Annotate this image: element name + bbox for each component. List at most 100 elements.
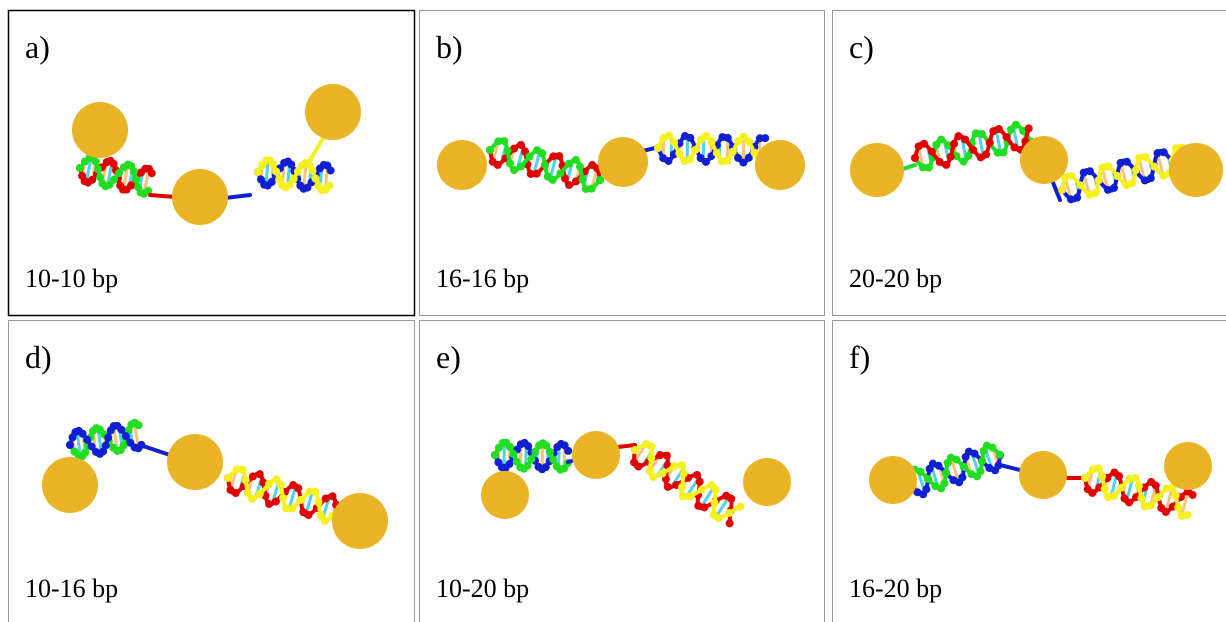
bead: [679, 469, 688, 478]
bead: [243, 489, 252, 498]
bead: [538, 149, 547, 158]
bead: [662, 451, 671, 460]
panel-label: f): [849, 339, 870, 375]
bead: [970, 449, 979, 458]
bead: [1131, 473, 1140, 482]
bead: [525, 152, 534, 161]
bead: [555, 152, 564, 161]
bead: [1135, 154, 1144, 163]
gold-particle: [1020, 136, 1068, 184]
bead: [541, 463, 550, 472]
bead: [647, 442, 656, 451]
bead: [248, 494, 257, 503]
linker: [223, 193, 252, 200]
bead: [1159, 148, 1168, 157]
bead: [1100, 484, 1109, 493]
bead: [977, 129, 986, 138]
gold-particle: [172, 169, 228, 225]
panel-label: e): [436, 339, 461, 375]
bead: [264, 480, 273, 489]
bead: [971, 129, 980, 138]
bead: [932, 140, 941, 149]
bead: [685, 155, 694, 164]
bead: [294, 484, 303, 493]
bead: [940, 479, 949, 488]
bead: [147, 169, 156, 178]
bead: [982, 150, 991, 159]
bead: [959, 157, 968, 166]
base-pair: [949, 457, 961, 483]
bead: [745, 137, 754, 146]
bead: [532, 169, 541, 178]
bead: [934, 461, 943, 470]
bead: [238, 465, 247, 474]
bead: [999, 148, 1008, 157]
bead: [66, 441, 74, 449]
bead: [115, 169, 124, 178]
bead: [664, 131, 673, 140]
bead: [232, 465, 241, 474]
bead: [695, 477, 704, 486]
bead: [523, 461, 532, 470]
bead: [101, 441, 110, 450]
bead: [241, 476, 250, 485]
bead: [1010, 143, 1019, 152]
bead: [88, 175, 97, 184]
bead: [978, 457, 987, 466]
bead: [954, 132, 963, 141]
bead: [1094, 464, 1103, 473]
bead: [920, 139, 929, 148]
bead: [78, 429, 87, 438]
bead: [296, 495, 305, 504]
molecule-art: [42, 84, 1223, 549]
bead: [916, 467, 925, 476]
bead: [942, 469, 951, 478]
panel-frame: [832, 320, 1226, 622]
bead: [714, 514, 723, 523]
bead: [1128, 179, 1137, 188]
bead: [293, 167, 302, 176]
bead: [656, 451, 665, 460]
bead: [288, 504, 297, 513]
panel-texts: a) 10-10 bp b) 16-16 bp c) 20-20 bp d) 10-16 bp…: [25, 29, 942, 603]
bead: [1151, 481, 1160, 490]
bead: [969, 145, 978, 154]
bead: [725, 519, 734, 528]
panel-label: c): [849, 29, 874, 65]
bead: [976, 467, 985, 476]
gold-particle: [572, 431, 620, 479]
bead: [1154, 493, 1163, 502]
bead: [505, 460, 514, 469]
gold-particle: [72, 102, 128, 158]
bead: [1137, 494, 1146, 503]
bead: [285, 180, 294, 189]
bead: [1161, 507, 1170, 516]
bead: [231, 489, 240, 498]
bead: [279, 494, 288, 503]
bead: [325, 181, 334, 190]
bead: [1171, 491, 1180, 500]
bead: [734, 137, 743, 146]
bead: [1079, 168, 1088, 177]
bead: [1174, 503, 1183, 512]
bead: [700, 503, 709, 512]
bead: [91, 157, 100, 166]
bead: [663, 482, 672, 491]
gold-particle: [755, 140, 805, 190]
bead: [93, 165, 102, 174]
bead: [664, 156, 673, 165]
bead: [76, 164, 84, 172]
bead: [1088, 488, 1097, 497]
bead: [761, 134, 770, 143]
bead: [937, 135, 946, 144]
bead: [923, 474, 932, 483]
bead: [524, 442, 533, 451]
bead: [1073, 193, 1082, 202]
bead: [255, 489, 264, 498]
panel-caption: 16-20 bp: [849, 574, 942, 603]
bead: [540, 161, 549, 170]
bead: [509, 449, 518, 458]
bead: [707, 137, 716, 146]
bead: [1141, 153, 1150, 162]
